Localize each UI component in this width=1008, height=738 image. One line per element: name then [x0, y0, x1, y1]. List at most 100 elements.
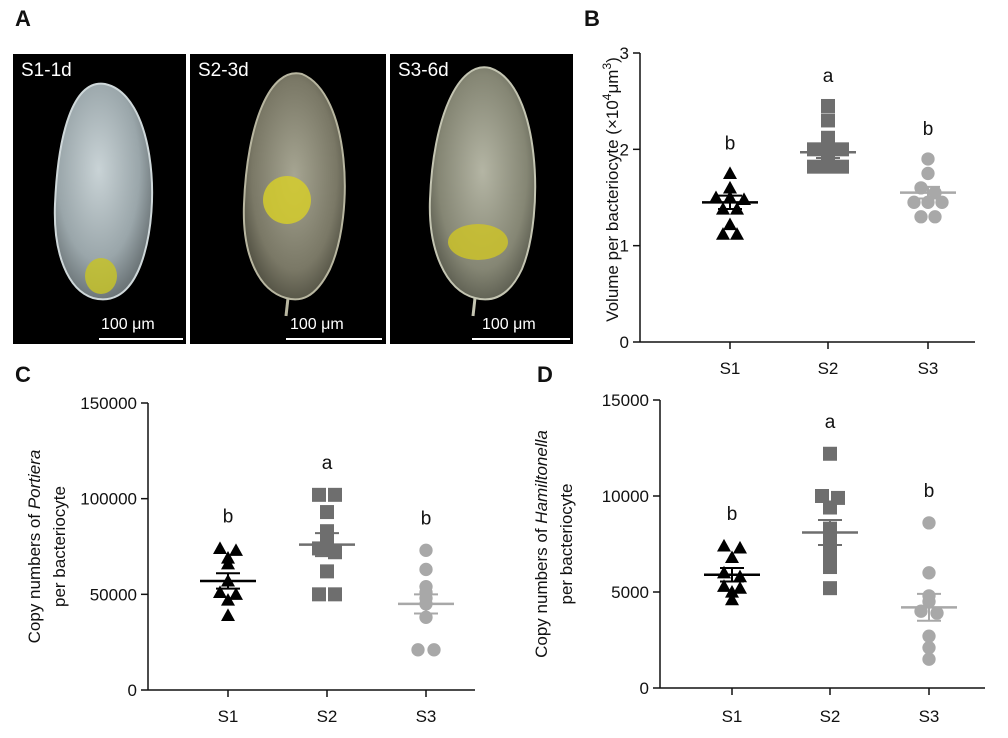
data-point [328, 487, 342, 502]
y-tick-label: 150000 [80, 394, 137, 413]
scale-label-s1: 100 μm [101, 316, 155, 333]
y-tick-label: 100000 [80, 490, 137, 509]
scale-label-s3: 100 μm [482, 316, 536, 333]
data-point [725, 550, 739, 564]
data-point [427, 643, 441, 657]
data-point [821, 159, 835, 174]
significance-letter: b [223, 506, 234, 527]
data-point [213, 541, 227, 555]
bacteriocyte-image-s1 [53, 82, 154, 301]
significance-letter: a [823, 66, 834, 87]
y-axis-label: Volume per bacteriocyte (×104μm3) [600, 57, 622, 322]
bacteriocyte-photo-s3: S3-6d 100 μm [390, 54, 573, 344]
bacteriocyte-image-s3 [428, 66, 537, 317]
significance-letter: b [923, 119, 934, 140]
bacteriocyte-photo-s1: S1-1d 100 μm [13, 54, 186, 344]
x-tick-label: S2 [818, 359, 839, 378]
scale-bar-s3 [472, 338, 570, 340]
data-point [921, 166, 935, 181]
y-tick-label: 0 [128, 681, 137, 700]
scale-label-s2: 100 μm [290, 316, 344, 333]
data-point [723, 166, 737, 180]
significance-letter: b [421, 508, 432, 529]
panel-letter-b: B [584, 6, 600, 31]
stage-label-s3: S3-6d [398, 60, 449, 81]
data-point [821, 130, 835, 145]
y-tick-label: 50000 [90, 585, 137, 604]
x-tick-label: S1 [720, 359, 741, 378]
significance-letter: a [322, 453, 333, 474]
y-tick-label: 15000 [602, 391, 649, 410]
data-point [419, 562, 433, 577]
data-point [221, 608, 235, 621]
stage-label-s2: S2-3d [198, 60, 249, 81]
panel-letter-c: C [15, 362, 31, 387]
data-point [312, 487, 326, 502]
y-tick-label: 10000 [602, 487, 649, 506]
x-tick-label: S3 [416, 707, 437, 726]
data-point [229, 543, 243, 556]
data-point [922, 629, 936, 643]
y-axis-label-line1: Copy numbers of Hamiltonella [532, 430, 551, 658]
x-tick-label: S1 [722, 707, 743, 726]
data-point [411, 643, 425, 657]
data-point [312, 587, 326, 602]
data-point [733, 581, 747, 594]
data-point [723, 217, 737, 231]
data-point [320, 505, 334, 520]
y-tick-label: 5000 [611, 583, 649, 602]
data-point [807, 159, 821, 174]
y-axis-label-line2: per bacteriocyte [557, 484, 576, 605]
bacteriocyte-image-s2 [242, 72, 346, 317]
panel-letter-d: D [537, 362, 553, 387]
data-point [723, 180, 737, 194]
data-point [730, 227, 744, 240]
data-point [921, 152, 935, 166]
data-point [328, 587, 342, 602]
y-tick-label: 2 [620, 140, 629, 159]
significance-letter: a [825, 412, 836, 433]
data-point [733, 540, 747, 554]
data-point [922, 566, 936, 580]
data-point [709, 190, 723, 204]
data-point [717, 579, 731, 592]
data-point [823, 500, 837, 515]
data-point [930, 606, 944, 620]
y-tick-label: 0 [620, 333, 629, 352]
data-point [914, 210, 928, 224]
data-point [419, 543, 433, 557]
data-point [725, 592, 739, 606]
data-point [815, 489, 829, 503]
y-axis-label-line2: per bacteriocyte [50, 486, 69, 607]
y-axis-label-line1: Copy numbers of Portiera [25, 450, 44, 644]
scale-bar-s2 [286, 338, 382, 340]
data-point [823, 560, 837, 575]
x-tick-label: S2 [317, 707, 338, 726]
data-point [221, 556, 235, 570]
scale-bar-s1 [99, 338, 183, 340]
x-tick-label: S2 [820, 707, 841, 726]
data-point [221, 593, 235, 606]
data-point [716, 227, 730, 240]
data-point [725, 585, 739, 598]
data-point [835, 159, 849, 174]
data-point [823, 546, 837, 561]
significance-letter: b [725, 133, 736, 154]
data-point [320, 564, 334, 579]
stage-label-s1: S1-1d [21, 60, 72, 81]
x-tick-label: S3 [919, 707, 940, 726]
panel-letter-a: A [15, 6, 31, 31]
data-point [922, 652, 936, 666]
data-point [821, 113, 835, 128]
data-point [821, 98, 835, 113]
y-tick-label: 3 [620, 44, 629, 63]
bacteriocyte-photo-s2: S2-3d 100 μm [190, 54, 386, 344]
data-point [922, 516, 936, 530]
data-point [823, 446, 837, 461]
data-point [928, 210, 942, 224]
significance-letter: b [727, 504, 738, 525]
y-tick-label: 1 [620, 237, 629, 256]
x-tick-label: S3 [918, 359, 939, 378]
